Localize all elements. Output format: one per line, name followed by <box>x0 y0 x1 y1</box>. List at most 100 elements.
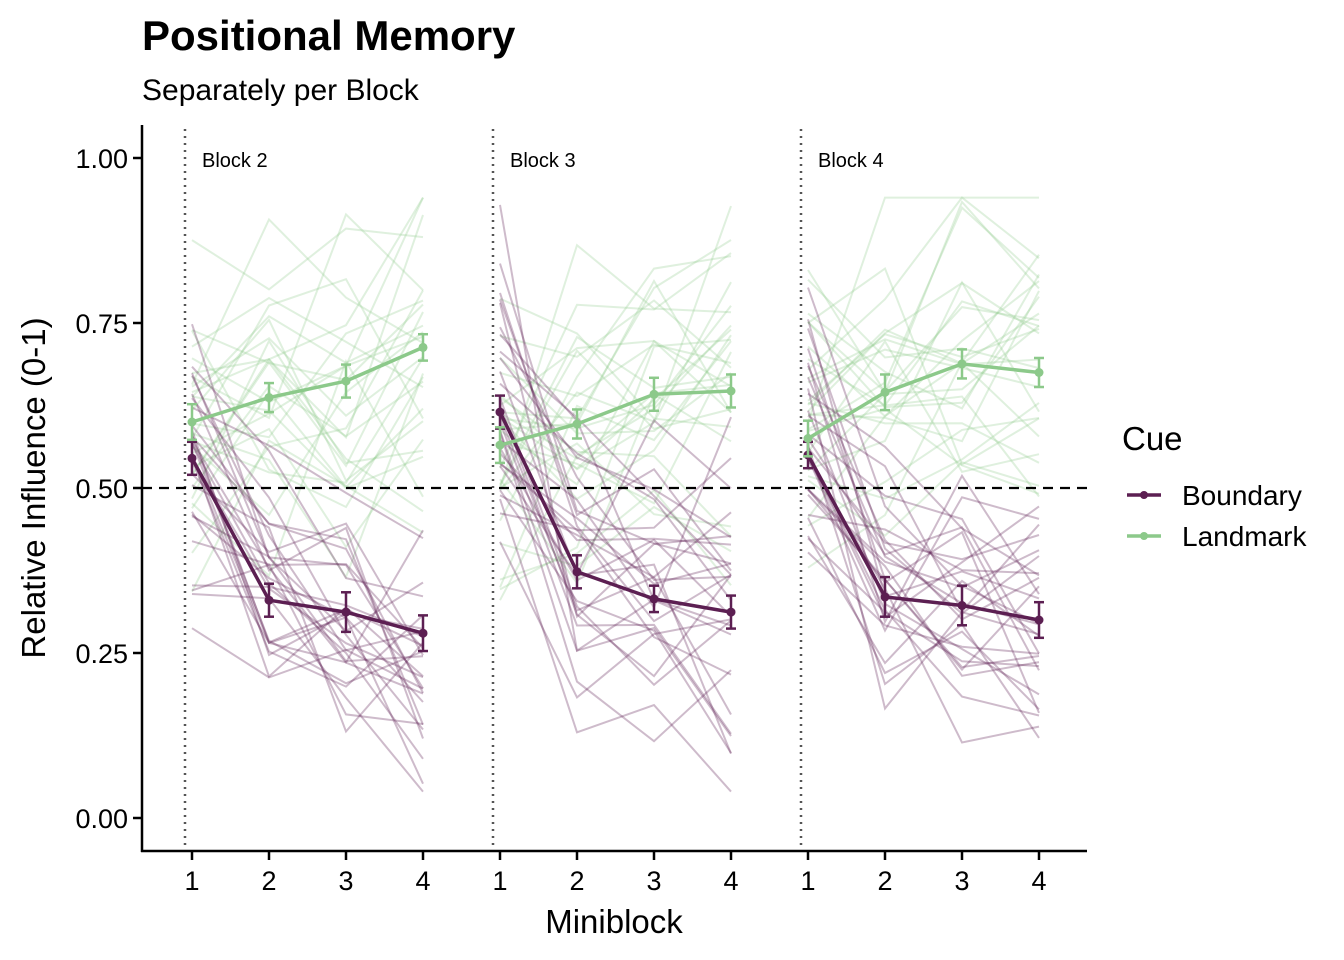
individual-trajectory-boundary <box>191 473 424 656</box>
mean-point-landmark <box>264 393 274 403</box>
individual-trajectory-boundary <box>191 513 424 703</box>
legend-item-landmark: Landmark <box>1127 521 1308 552</box>
individual-trajectory-landmark <box>191 315 424 398</box>
individual-trajectory-boundary <box>499 452 732 546</box>
x-tick-label: 1 <box>492 866 507 896</box>
individual-trajectory-landmark <box>807 278 1040 370</box>
individual-trajectory-boundary <box>807 488 1040 714</box>
individual-trajectory-landmark <box>191 439 424 592</box>
individual-trajectory-boundary <box>191 515 424 663</box>
individual-trajectory-boundary <box>191 406 424 540</box>
individual-trajectory-boundary <box>499 416 732 610</box>
panel-label: Block 4 <box>818 150 884 172</box>
individual-trajectory-boundary <box>499 371 732 577</box>
individual-trajectory-boundary <box>499 512 732 676</box>
legend-label-landmark: Landmark <box>1182 521 1308 552</box>
individual-trajectory-boundary <box>807 410 1040 696</box>
y-tick-label: 0.00 <box>75 804 128 834</box>
individual-trajectory-landmark <box>191 197 424 375</box>
individual-trajectory-boundary <box>499 430 732 737</box>
individual-trajectory-landmark <box>807 300 1040 416</box>
x-tick-label: 3 <box>646 866 661 896</box>
individual-trajectory-boundary <box>499 431 732 743</box>
individual-trajectory-landmark <box>807 324 1040 472</box>
individual-trajectory-boundary <box>807 392 1040 577</box>
individual-trajectory-boundary <box>807 328 1040 615</box>
individual-trajectory-boundary <box>191 454 424 785</box>
x-tick-label: 2 <box>569 866 584 896</box>
individual-trajectory-landmark <box>499 335 732 485</box>
individual-trajectory-boundary <box>807 535 1040 665</box>
individual-trajectory-boundary <box>191 484 424 734</box>
x-tick-label: 3 <box>954 866 969 896</box>
individual-trajectory-landmark <box>807 461 1040 537</box>
legend-title: Cue <box>1122 420 1183 457</box>
individual-trajectory-landmark <box>499 505 732 568</box>
individual-trajectory-boundary <box>191 372 424 689</box>
individual-trajectory-landmark <box>191 427 424 549</box>
mean-point-boundary <box>341 607 351 617</box>
individual-trajectory-boundary <box>499 541 732 699</box>
individual-trajectory-landmark <box>191 277 424 439</box>
individual-trajectory-boundary <box>499 292 732 623</box>
individual-trajectory-boundary <box>191 454 424 679</box>
individual-trajectory-boundary <box>807 348 1040 672</box>
individual-trajectory-landmark <box>807 274 1040 410</box>
individual-trajectory-boundary <box>499 416 732 612</box>
individual-trajectory-landmark <box>499 239 732 420</box>
individual-trajectory-boundary <box>191 397 424 731</box>
individual-trajectory-boundary <box>807 457 1040 633</box>
individual-trajectory-boundary <box>499 382 732 601</box>
mean-point-boundary <box>880 592 890 602</box>
individual-trajectory-boundary <box>499 489 732 754</box>
individual-trajectory-boundary <box>191 375 424 652</box>
individual-trajectory-landmark <box>191 357 424 513</box>
individual-trajectory-boundary <box>191 540 424 725</box>
individual-trajectory-landmark <box>807 358 1040 498</box>
individual-trajectories <box>191 196 1040 793</box>
individual-trajectory-boundary <box>807 454 1040 717</box>
individual-trajectory-boundary <box>191 434 424 647</box>
legend-key-boundary-point <box>1140 491 1148 499</box>
individual-trajectory-landmark <box>191 358 424 578</box>
individual-trajectory-boundary <box>499 457 732 532</box>
individual-trajectory-landmark <box>499 351 732 505</box>
individual-trajectory-landmark <box>499 281 732 471</box>
individual-trajectory-landmark <box>499 278 732 431</box>
individual-trajectory-landmark <box>191 197 424 404</box>
individual-trajectory-boundary <box>807 319 1040 600</box>
individual-trajectory-boundary <box>499 263 732 565</box>
individual-trajectory-landmark <box>499 357 732 435</box>
individual-trajectory-landmark <box>807 281 1040 413</box>
individual-trajectory-landmark <box>191 318 424 483</box>
mean-point-landmark <box>726 386 736 396</box>
individual-trajectory-boundary <box>807 438 1040 671</box>
individual-trajectory-landmark <box>807 407 1040 495</box>
individual-trajectory-boundary <box>807 365 1040 621</box>
individual-trajectory-boundary <box>191 627 424 690</box>
mean-point-landmark <box>649 389 659 399</box>
individual-trajectory-landmark <box>807 401 1040 464</box>
mean-point-landmark <box>880 387 890 397</box>
individual-trajectory-boundary <box>807 513 1040 575</box>
individual-trajectory-boundary <box>499 465 732 754</box>
legend-label-boundary: Boundary <box>1182 480 1302 511</box>
individual-trajectory-boundary <box>807 362 1040 625</box>
individual-trajectory-landmark <box>807 280 1040 471</box>
individual-trajectory-boundary <box>807 494 1040 669</box>
individual-trajectory-boundary <box>499 397 732 687</box>
mean-series <box>187 332 1044 653</box>
individual-trajectory-landmark <box>191 214 424 476</box>
individual-trajectory-boundary <box>191 441 424 685</box>
individual-trajectory-boundary <box>191 459 424 688</box>
individual-trajectory-landmark <box>499 396 732 537</box>
y-tick-label: 1.00 <box>75 144 128 174</box>
legend: Cue Boundary Landmark <box>1122 420 1308 552</box>
mean-point-landmark <box>803 434 813 443</box>
individual-trajectory-landmark <box>499 340 732 588</box>
individual-trajectory-landmark <box>499 299 732 369</box>
individual-trajectory-landmark <box>807 306 1040 394</box>
individual-trajectory-boundary <box>807 287 1040 625</box>
mean-point-landmark <box>187 417 197 427</box>
